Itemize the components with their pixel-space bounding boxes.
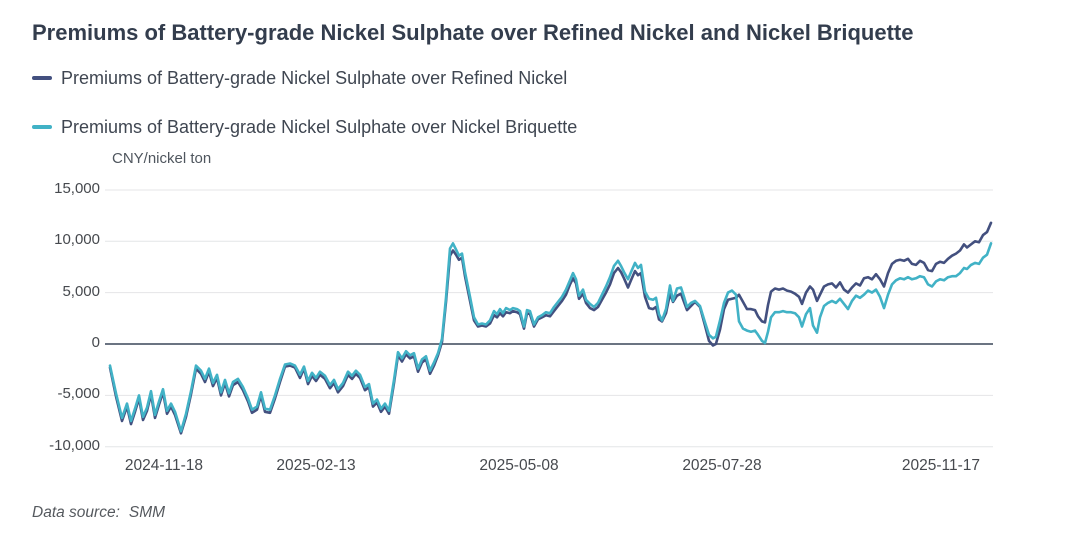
nickel-briquette-premium-line[interactable] [108,242,993,433]
legend-label: Premiums of Battery-grade Nickel Sulphat… [61,116,578,137]
y-axis-unit-label: CNY/nickel ton [112,150,212,167]
gridlines [105,189,993,448]
y-tick-label: 5,000 [62,282,100,300]
legend: Premiums of Battery-grade Nickel Sulphat… [32,66,577,164]
y-tick-label: 10,000 [54,231,100,249]
x-tick-label: 2025-02-13 [276,457,356,474]
data-source-label: Data source: [32,504,120,521]
y-tick-label: -5,000 [57,385,100,403]
data-source-value: SMM [128,504,166,521]
data-source: Data source: SMM [32,504,165,522]
refined-nickel-premium-line[interactable] [108,221,993,435]
x-tick-label: 2025-07-28 [682,457,762,474]
y-tick-label: -10,000 [49,436,100,454]
legend-item-refined-nickel[interactable]: Premiums of Battery-grade Nickel Sulphat… [32,66,577,90]
legend-item-nickel-briquette[interactable]: Premiums of Battery-grade Nickel Sulphat… [32,115,577,139]
x-tick-label: 2024-11-18 [124,457,204,474]
nickel-briquette-line-swatch-icon [32,125,52,129]
refined-nickel-line-swatch-icon [32,76,52,80]
x-tick-label: 2025-05-08 [479,457,559,474]
y-tick-label: 15,000 [54,179,100,197]
legend-label: Premiums of Battery-grade Nickel Sulphat… [61,67,568,88]
chart-title: Premiums of Battery-grade Nickel Sulphat… [32,20,914,45]
x-tick-label: 2025-11-17 [901,457,981,474]
y-tick-label: 0 [91,334,100,351]
